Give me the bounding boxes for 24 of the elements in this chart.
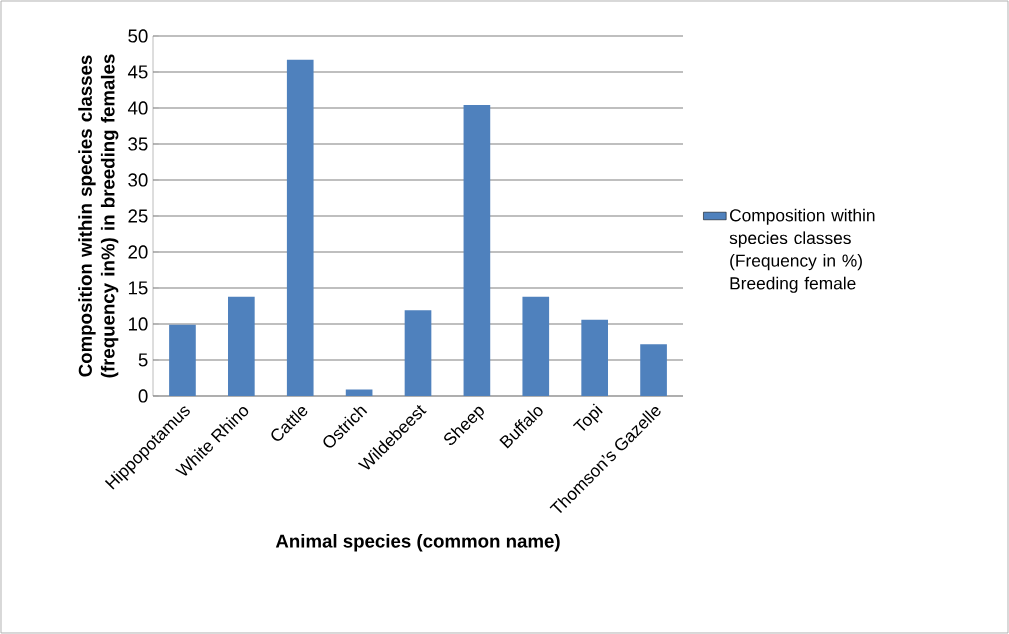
bar [640, 344, 667, 396]
y-tick-label: 45 [127, 65, 148, 79]
legend-label: Composition within species classes (Frequency in %) Breeding female [729, 208, 875, 293]
bar [404, 310, 432, 396]
y-tick-label: 30 [128, 173, 148, 187]
y-tick-label: 20 [128, 245, 148, 259]
x-axis-title: Animal species (common name) [275, 533, 560, 552]
y-tick-label: 25 [128, 209, 148, 223]
y-axis-title: Composition within species classes (frequency in%) in breeding females [78, 54, 119, 378]
bar [522, 296, 550, 396]
y-tick-label: 35 [128, 137, 148, 151]
y-tick-label: 15 [128, 281, 148, 295]
bar [581, 319, 609, 396]
bar [345, 389, 373, 396]
y-tick-label: 0 [138, 389, 148, 403]
bar [463, 105, 491, 396]
bar [286, 59, 314, 396]
x-tick-label: Topi [572, 403, 603, 431]
bar [169, 324, 196, 396]
y-tick-label: 10 [128, 317, 148, 331]
y-tick-label: 5 [138, 353, 148, 367]
bar [228, 296, 255, 396]
y-tick-label: 40 [127, 101, 148, 115]
y-tick-label: 50 [128, 29, 148, 43]
